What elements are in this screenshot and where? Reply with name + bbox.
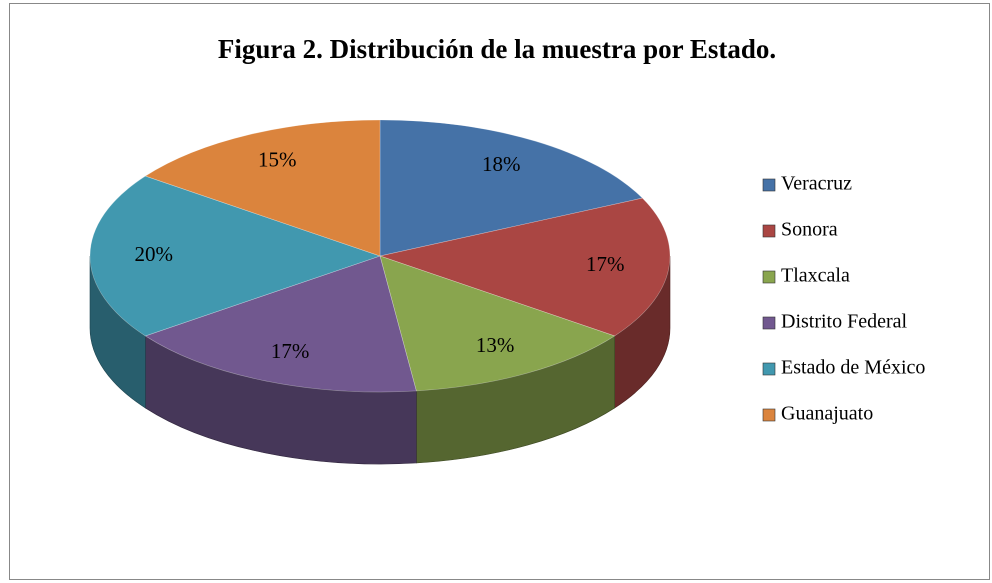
data-label: 15% <box>258 147 297 171</box>
pie-slice <box>379 119 644 257</box>
data-label: 17% <box>271 339 310 363</box>
legend-swatch <box>762 362 776 376</box>
data-label: 17% <box>586 252 625 276</box>
data-label: 18% <box>482 152 521 176</box>
legend-label: Tlaxcala <box>781 265 850 287</box>
legend-swatch <box>762 178 776 192</box>
data-label: 13% <box>476 333 515 357</box>
pie-slice <box>379 255 616 392</box>
legend-swatch <box>762 270 776 284</box>
legend-label: Sonora <box>781 219 838 241</box>
pie-slice <box>144 119 381 257</box>
pie-slice <box>378 197 671 337</box>
pie-slice <box>144 255 417 393</box>
legend-label: Distrito Federal <box>781 311 908 333</box>
legend-swatch <box>762 224 776 238</box>
chart-title: Figura 2. Distribución de la muestra por… <box>218 34 776 64</box>
legend-label: Estado de México <box>781 357 925 379</box>
legend-swatch <box>762 408 776 422</box>
data-label: 20% <box>135 242 174 266</box>
legend-label: Guanajuato <box>781 403 873 425</box>
legend-label: Veracruz <box>781 173 852 195</box>
pie-slice <box>89 175 381 337</box>
legend-swatch <box>762 316 776 330</box>
